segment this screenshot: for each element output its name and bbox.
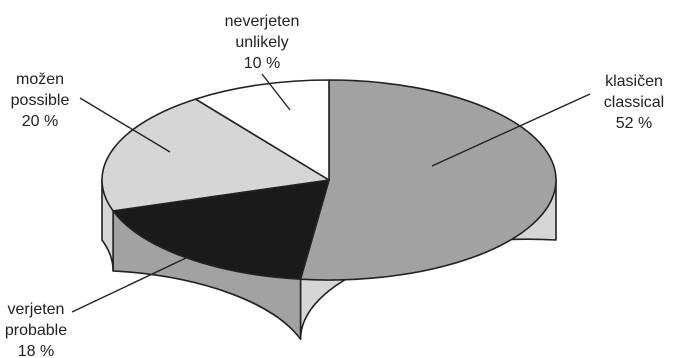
label-possible-sl: možen <box>16 71 64 88</box>
leader-line-classical <box>431 93 591 167</box>
label-probable-sl: verjeten <box>8 301 65 318</box>
label-possible-en: possible <box>11 92 70 109</box>
leader-lines <box>71 73 591 313</box>
label-classical-en: classical <box>604 94 664 111</box>
pie-slice-unlikely <box>194 79 330 181</box>
leader-line-unlikely <box>261 73 291 111</box>
leader-line-probable <box>71 257 187 313</box>
pie-top-slices <box>101 79 557 281</box>
label-classical-sl: klasičen <box>605 73 663 90</box>
label-unlikely-sl: neverjeten <box>225 13 300 30</box>
label-probable-en: probable <box>5 322 67 339</box>
pie-slice-probable <box>112 179 330 281</box>
label-probable-value: 18 % <box>18 343 54 358</box>
leader-line-possible <box>79 97 171 153</box>
label-unlikely-value: 10 % <box>244 55 280 72</box>
pie-slice-possible <box>101 98 330 212</box>
pie-slice-classical <box>299 79 557 281</box>
label-possible-value: 20 % <box>22 113 58 130</box>
label-classical-value: 52 % <box>616 115 652 132</box>
label-unlikely-en: unlikely <box>235 34 288 51</box>
